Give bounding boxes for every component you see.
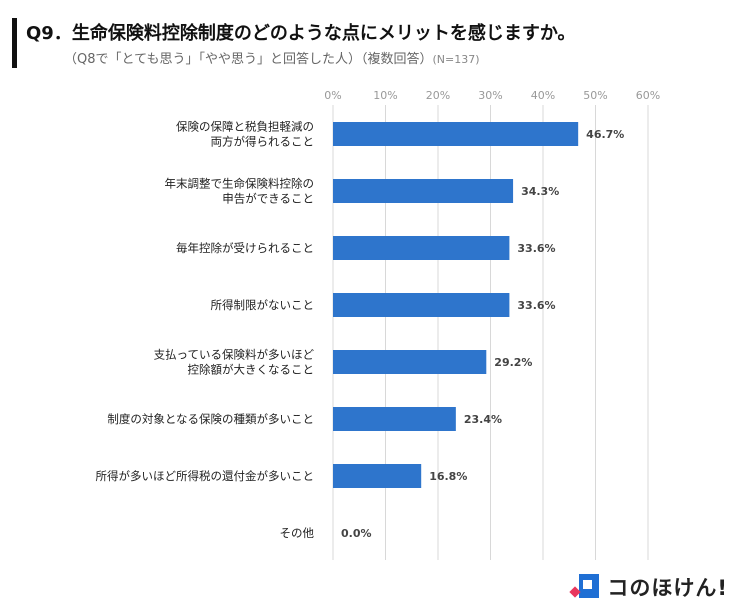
bar [333,236,510,260]
bar [333,464,422,488]
category-label: 支払っている保険料が多いほど [154,348,315,362]
bar [333,350,487,374]
value-label: 33.6% [517,242,555,255]
value-label: 16.8% [429,470,467,483]
bar [333,179,514,203]
chart-title: Q9．生命保険料控除制度のどのような点にメリットを感じますか。 [26,23,576,44]
tick-label: 30% [478,89,502,102]
category-label: 所得制限がないこと [211,298,315,312]
title-accent-bar [12,18,17,68]
tick-label: 50% [583,89,607,102]
tick-label: 60% [636,89,660,102]
category-label: その他 [280,526,315,540]
bar [333,293,510,317]
value-label: 46.7% [586,128,624,141]
category-label: 控除額が大きくなること [188,363,315,377]
value-label: 33.6% [517,299,555,312]
value-label: 34.3% [521,185,559,198]
category-label: 毎年控除が受けられること [176,241,314,255]
brand-logo: コのほけん! [569,573,728,601]
tick-label: 10% [373,89,397,102]
bar [333,407,456,431]
category-label: 両方が得られること [211,135,315,149]
chart-subtitle: （Q8で「とても思う」「やや思う」と回答した人）（複数回答）(N=137) [64,48,480,67]
tick-label: 20% [426,89,450,102]
category-label: 年末調整で生命保険料控除の [165,177,315,191]
value-label: 0.0% [341,527,372,540]
sample-size: (N=137) [432,53,480,66]
bar [333,122,579,146]
value-label: 23.4% [464,413,502,426]
subtitle-text: （Q8で「とても思う」「やや思う」と回答した人）（複数回答） [64,52,433,67]
category-label: 所得が多いほど所得税の還付金が多いこと [96,469,315,483]
tick-label: 40% [531,89,555,102]
category-label: 保険の保障と税負担軽減の [176,120,314,134]
tick-label: 0% [324,89,341,102]
value-label: 29.2% [494,356,532,369]
category-label: 申告ができること [222,192,314,206]
category-label: 制度の対象となる保険の種類が多いこと [107,412,314,426]
logo-text: コのほけん! [607,576,728,600]
logo-mark-icon [569,574,600,600]
